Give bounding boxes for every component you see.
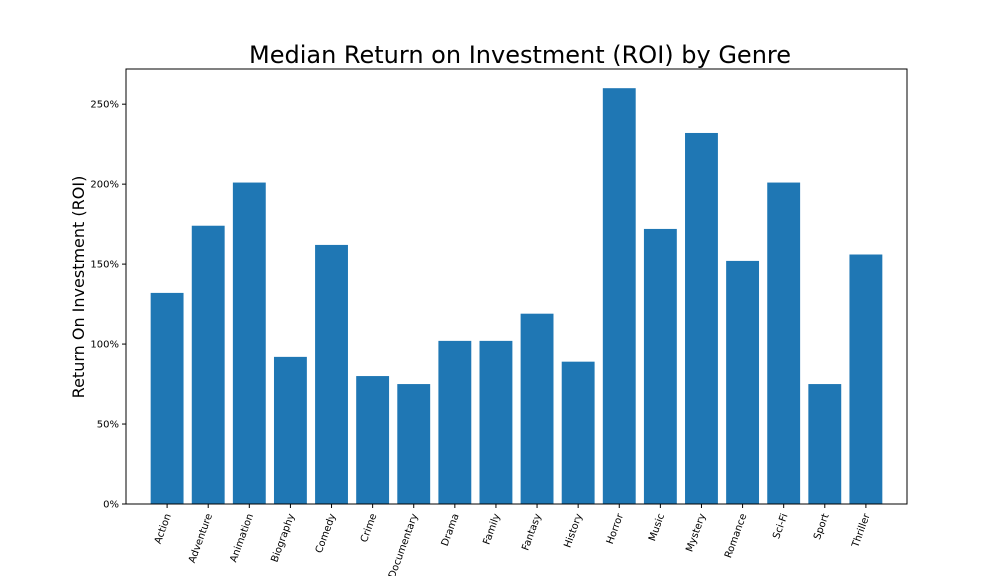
x-tick-label: Sci-Fi [771,512,790,540]
bar-comedy [315,244,348,505]
x-tick-label: Music [647,512,667,542]
bar-fantasy [520,313,554,504]
bar-music [643,228,677,504]
bar-sport [808,384,842,504]
bar-crime [356,376,390,504]
bar-sci-fi [767,182,801,505]
x-tick-label: Documentary [387,512,421,576]
x-tick-label: Drama [440,512,462,548]
x-ticks-group: Action Adventure Animation Biography Comedy C… [153,504,873,576]
y-tick-label: 0% [103,500,119,511]
x-tick-label: Mystery [684,512,708,553]
plot-frame [125,68,908,505]
bar-animation [232,182,266,505]
x-tick-label: Action [153,512,174,545]
x-tick-label: Comedy [314,512,338,555]
y-tick-label: 100% [90,340,119,351]
x-tick-label: Animation [228,512,256,564]
y-tick-label: 200% [90,180,119,191]
x-tick-label: History [562,512,585,549]
bar-mystery [685,132,718,504]
y-tick-label: 50% [97,420,119,431]
x-tick-label: Horror [605,511,626,545]
bar-thriller [849,254,883,504]
bar-drama [438,340,472,505]
bar-biography [273,356,307,504]
bar-action [150,292,184,504]
bars-group [150,88,883,505]
x-tick-label: Sport [812,512,832,541]
chart-title: Median Return on Investment (ROI) by Gen… [249,41,791,69]
bar-documentary [397,384,431,504]
x-tick-label: Crime [359,512,380,544]
bar-family [479,340,513,505]
x-tick-label: Adventure [187,512,215,564]
y-tick-label: 250% [90,100,119,111]
x-tick-label: Biography [269,512,297,564]
bar-romance [726,260,760,504]
x-tick-label: Romance [723,512,749,559]
bar-history [561,361,595,504]
x-tick-label: Thriller [850,511,873,550]
bar-horror [602,88,636,504]
bar-adventure [191,225,225,505]
y-tick-label: 150% [90,260,119,271]
y-ticks-group: 0% 50% 100% 150% 200% 250% [90,100,126,511]
x-tick-label: Fantasy [520,512,544,552]
y-axis-label: Return On Investment (ROI) [69,176,88,399]
x-tick-label: Family [481,512,502,546]
